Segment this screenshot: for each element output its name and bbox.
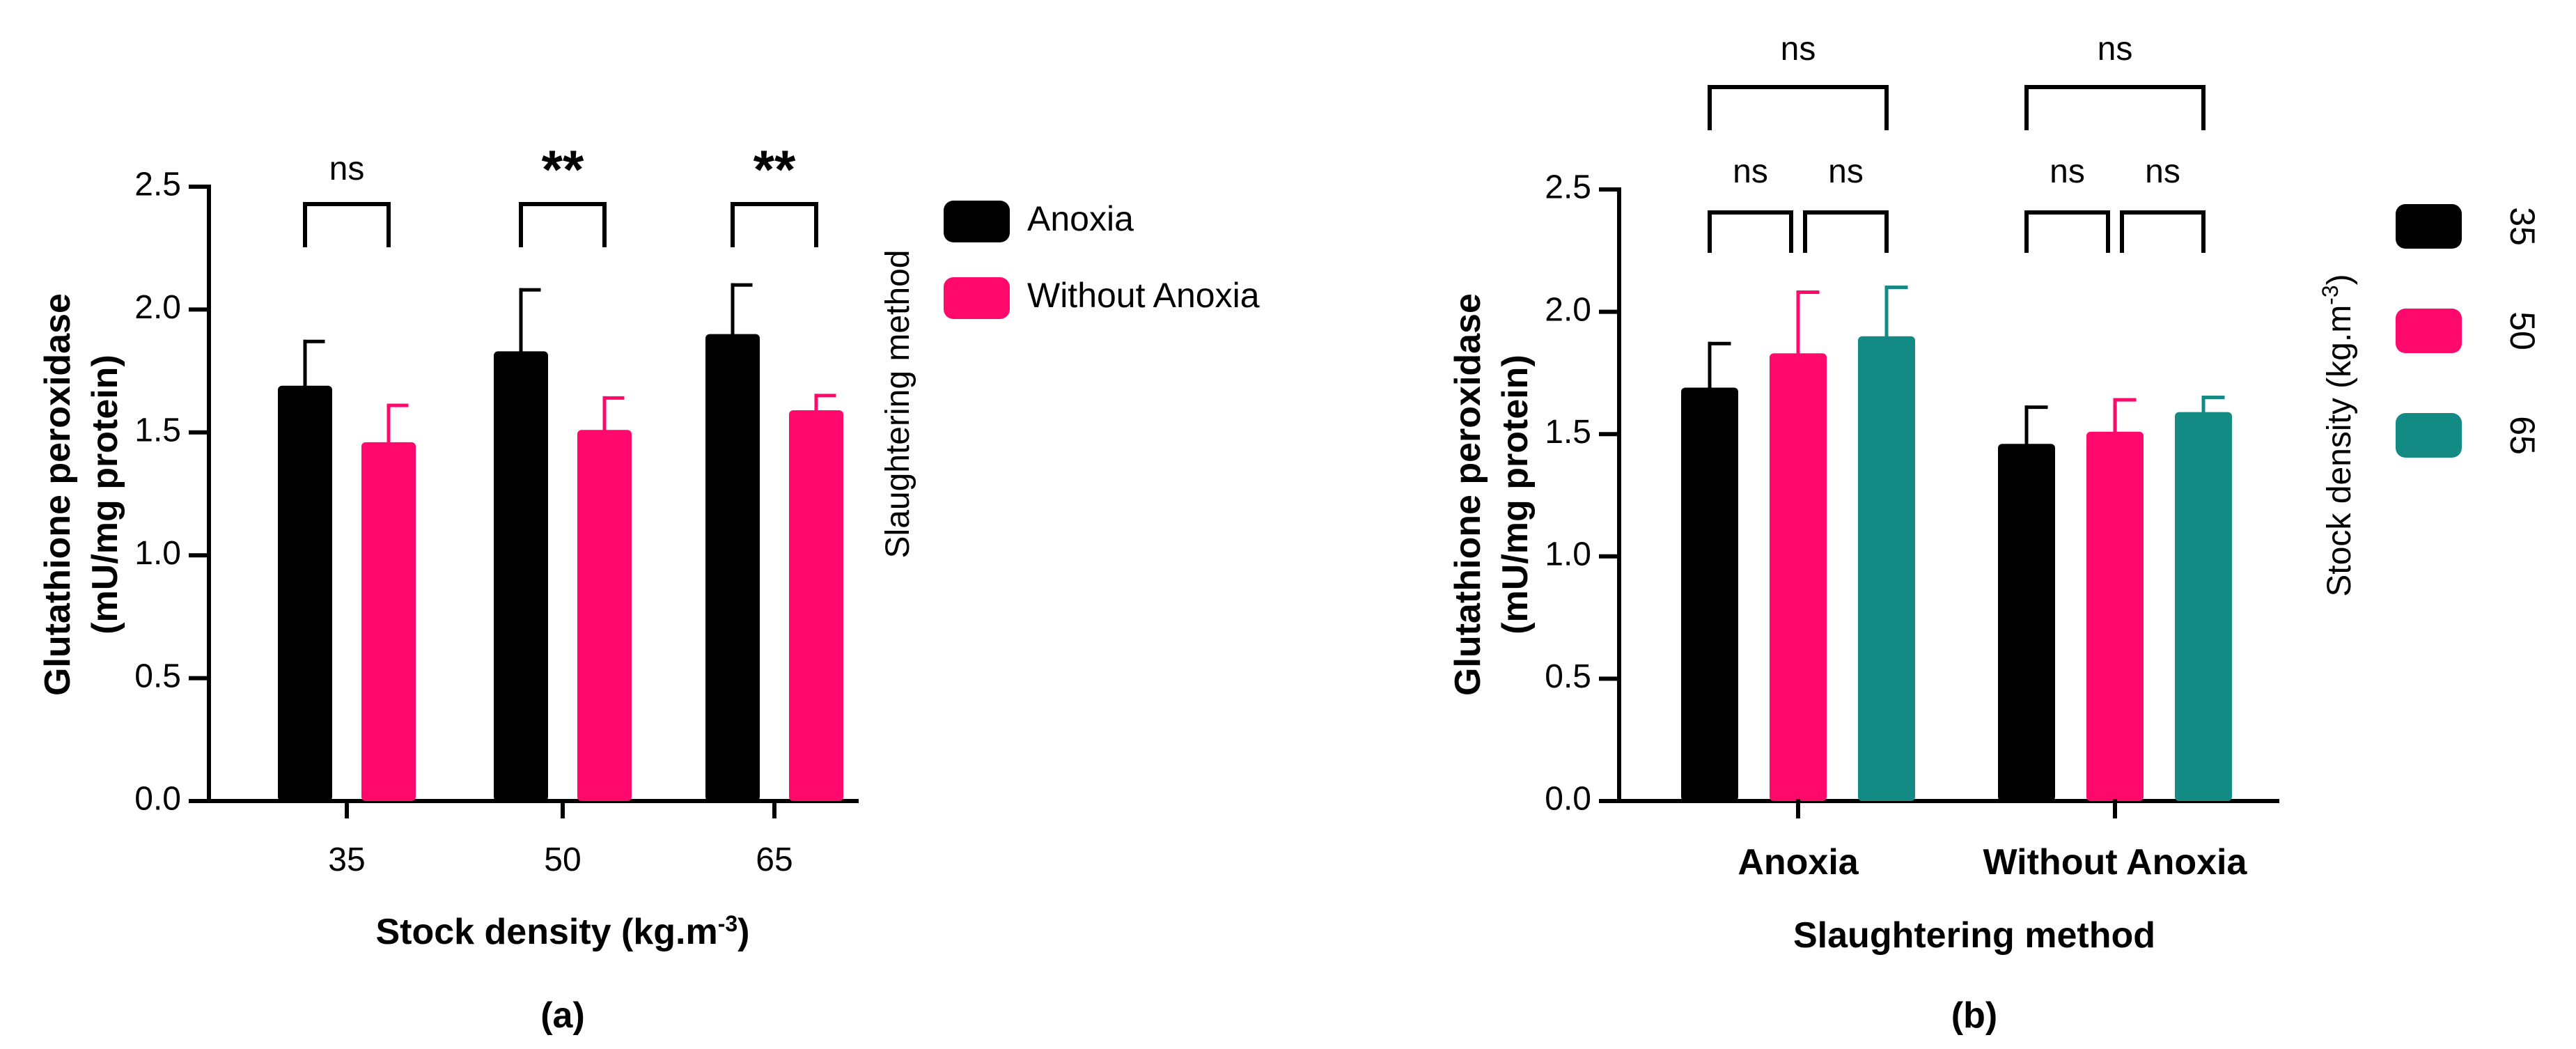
bar <box>705 334 760 801</box>
significance-bracket-outer <box>1708 85 1889 130</box>
chart-panel-b: 0.0 0.5 1.0 1.5 2.0 2.5 Anoxia Without Anoxia ns… <box>1448 31 2542 1036</box>
bar <box>789 410 843 801</box>
y-tick-label: 0.0 <box>134 781 181 818</box>
y-tick-label: 0.5 <box>134 658 181 694</box>
significance-label: ns <box>1781 31 1816 68</box>
x-tick-label: 35 <box>328 841 365 878</box>
y-axis-title-line2: (mU/mg protein) <box>85 355 125 635</box>
bar <box>2086 431 2144 801</box>
legend-label: Anoxia <box>1027 199 1134 238</box>
significance-bracket <box>519 202 607 247</box>
bar <box>494 351 548 802</box>
bar <box>1858 336 1915 802</box>
legend-swatch <box>944 277 1010 319</box>
significance-bracket <box>731 202 818 247</box>
x-tick-label: 65 <box>756 841 793 878</box>
legend-label: 35 <box>2503 207 2542 246</box>
y-axis-title-line2: (mU/mg protein) <box>1495 355 1536 635</box>
bar <box>361 442 416 801</box>
significance-label: ns <box>2050 153 2085 190</box>
legend-label: 65 <box>2503 416 2542 455</box>
bar <box>278 385 332 801</box>
y-tick-label: 0.0 <box>1545 781 1591 818</box>
x-tick-label: 50 <box>544 841 581 878</box>
y-tick-label: 1.0 <box>134 535 181 572</box>
y-tick-label: 2.0 <box>134 289 181 326</box>
bar <box>2175 412 2232 801</box>
bar <box>1681 387 1738 801</box>
bar <box>1770 353 1827 802</box>
significance-bracket-inner <box>1803 210 1889 253</box>
significance-bracket-outer <box>2024 85 2206 130</box>
y-axis-title: Glutathione peroxidase <box>38 293 78 696</box>
bar <box>577 430 632 801</box>
legend-swatch <box>2396 309 2462 353</box>
legend-label: Without Anoxia <box>1027 276 1260 315</box>
x-axis-title: Slaughtering method <box>1793 915 2155 956</box>
significance-bracket-inner <box>1708 210 1793 253</box>
significance-label: ns <box>2145 153 2180 190</box>
y-tick-label: 2.5 <box>134 166 181 203</box>
chart-panel-a: 0.0 0.5 1.0 1.5 2.0 2.5 35 50 65 ns ** ** Stock dens… <box>38 139 1260 1036</box>
y-tick-label: 2.5 <box>1545 169 1591 206</box>
bar <box>1998 444 2055 801</box>
x-tick-label: Without Anoxia <box>1983 842 2248 883</box>
y-tick-label: 1.0 <box>1545 536 1591 573</box>
legend-swatch <box>944 201 1010 242</box>
legend-swatch <box>2396 204 2462 249</box>
legend-swatch <box>2396 413 2462 458</box>
significance-bracket-inner <box>2024 210 2110 253</box>
significance-label: ** <box>542 139 584 200</box>
significance-label: ns <box>1828 153 1864 190</box>
y-axis-title: Glutathione peroxidase <box>1448 293 1488 696</box>
significance-label: ns <box>329 150 365 187</box>
significance-label: ns <box>1733 153 1768 190</box>
panel-label: (b) <box>1951 995 1997 1036</box>
x-axis-title: Stock density (kg.m-3) <box>375 911 749 952</box>
significance-bracket-inner <box>2120 210 2206 253</box>
y-tick-label: 1.5 <box>1545 414 1591 451</box>
significance-label: ns <box>2098 31 2133 68</box>
significance-label: ** <box>754 139 796 200</box>
legend-label: 50 <box>2503 311 2542 350</box>
panel-label: (a) <box>540 995 585 1036</box>
legend-title: Stock density (kg.m-3) <box>2318 274 2358 596</box>
y-tick-label: 1.5 <box>134 412 181 449</box>
y-tick-label: 0.5 <box>1545 658 1591 695</box>
significance-bracket <box>303 202 391 247</box>
y-tick-label: 2.0 <box>1545 291 1591 328</box>
legend-title: Slaughtering method <box>880 250 916 559</box>
x-tick-label: Anoxia <box>1738 842 1859 883</box>
